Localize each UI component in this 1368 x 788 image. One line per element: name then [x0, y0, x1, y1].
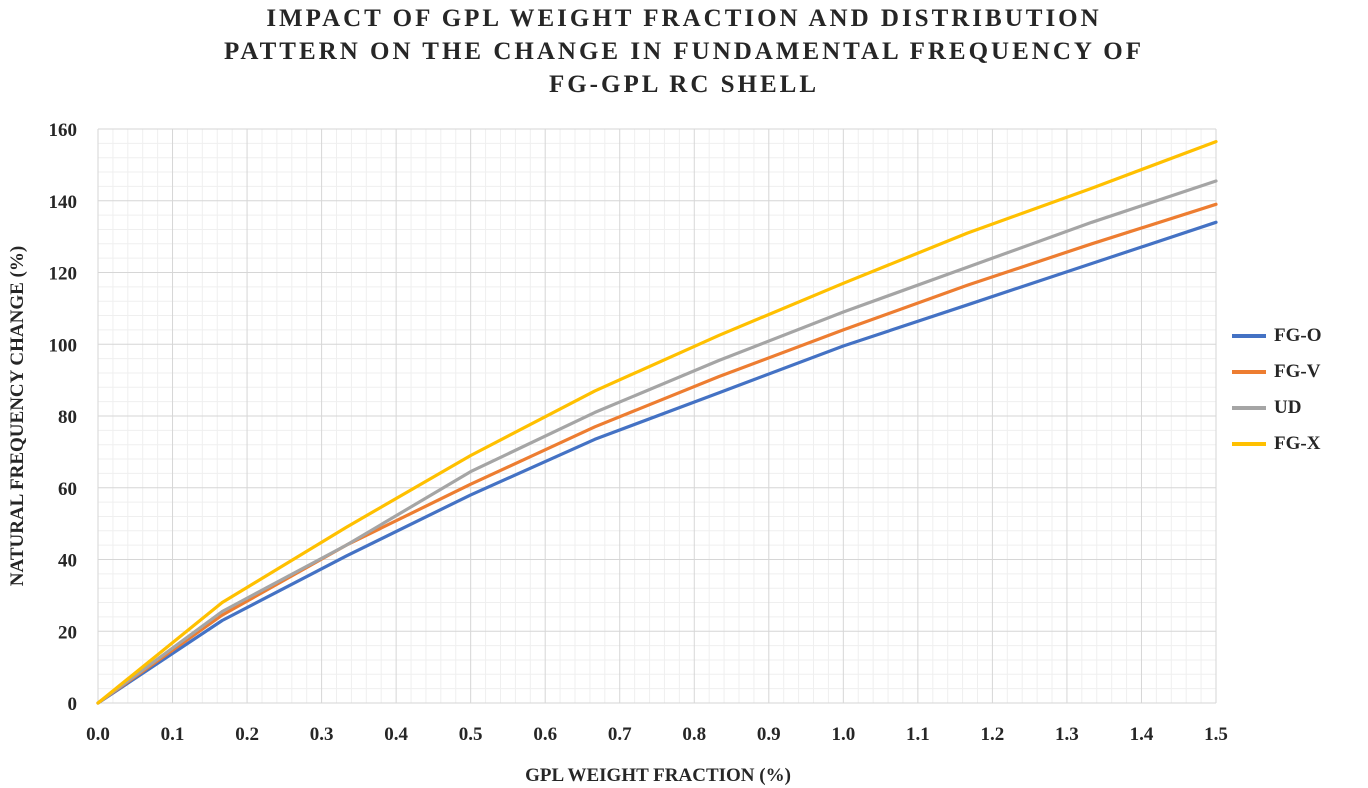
chart-title-line: FG-GPL RC SHELL	[548, 71, 820, 98]
y-tick-label: 100	[49, 335, 78, 356]
x-tick-label: 0.5	[459, 724, 483, 745]
x-axis-title: GPL WEIGHT FRACTION (%)	[525, 765, 791, 786]
y-tick-label: 40	[58, 551, 77, 572]
x-tick-label: 1.4	[1130, 724, 1154, 745]
legend-label: UD	[1274, 397, 1302, 418]
y-tick-label: 60	[58, 479, 77, 500]
series-line-fg-x	[96, 140, 1218, 705]
y-tick-label: 120	[49, 264, 78, 285]
legend: FG-O FG-V UD FG-X	[1232, 318, 1322, 462]
chart-title-line: PATTERN ON THE CHANGE IN FUNDAMENTAL FRE…	[224, 38, 1144, 65]
x-tick-label: 0.6	[533, 724, 557, 745]
legend-item-fg-o: FG-O	[1232, 318, 1322, 354]
x-tick-label: 0.8	[682, 724, 706, 745]
x-tick-label: 1.1	[906, 724, 930, 745]
x-tick-label: 1.2	[981, 724, 1005, 745]
x-tick-label: 0.1	[161, 724, 185, 745]
series-line-fg-o	[96, 220, 1218, 705]
legend-item-ud: UD	[1232, 390, 1322, 426]
legend-item-fg-v: FG-V	[1232, 354, 1322, 390]
x-tick-label: 1.0	[831, 724, 855, 745]
x-tick-label: 0.4	[384, 724, 408, 745]
legend-swatch	[1232, 334, 1266, 338]
x-tick-label: 1.5	[1204, 724, 1228, 745]
legend-label: FG-X	[1274, 433, 1321, 454]
legend-item-fg-x: FG-X	[1232, 426, 1322, 462]
y-tick-label: 140	[49, 192, 78, 213]
major-gridlines	[97, 128, 1217, 704]
legend-swatch	[1232, 370, 1266, 374]
chart-title: IMPACT OF GPL WEIGHT FRACTION AND DISTRI…	[0, 2, 1368, 101]
series-line-ud	[96, 179, 1218, 705]
legend-label: FG-V	[1274, 361, 1321, 382]
y-tick-label: 0	[68, 694, 78, 715]
x-tick-label: 0.9	[757, 724, 781, 745]
x-tick-label: 0.3	[310, 724, 334, 745]
legend-swatch	[1232, 406, 1266, 410]
y-tick-label: 20	[58, 622, 77, 643]
y-axis-title: NATURAL FREQUENCY CHANGE (%)	[7, 246, 28, 586]
x-tick-label: 0.0	[86, 724, 110, 745]
x-tick-label: 0.2	[235, 724, 259, 745]
x-tick-label: 0.7	[608, 724, 632, 745]
x-tick-labels: 0.0 0.1 0.2 0.3 0.4 0.5 0.6 0.7 0.8 0.9 1.0 1.1 1.2 1…	[86, 724, 1228, 745]
y-tick-label: 80	[58, 407, 77, 428]
x-tick-label: 1.3	[1055, 724, 1079, 745]
legend-label: FG-O	[1274, 325, 1322, 346]
legend-swatch	[1232, 442, 1266, 446]
y-tick-label: 160	[49, 120, 78, 141]
chart-title-line: IMPACT OF GPL WEIGHT FRACTION AND DISTRI…	[266, 5, 1102, 32]
series-lines	[96, 140, 1218, 705]
y-tick-labels: 0 20 40 60 80 100 120 140 160	[49, 120, 78, 715]
